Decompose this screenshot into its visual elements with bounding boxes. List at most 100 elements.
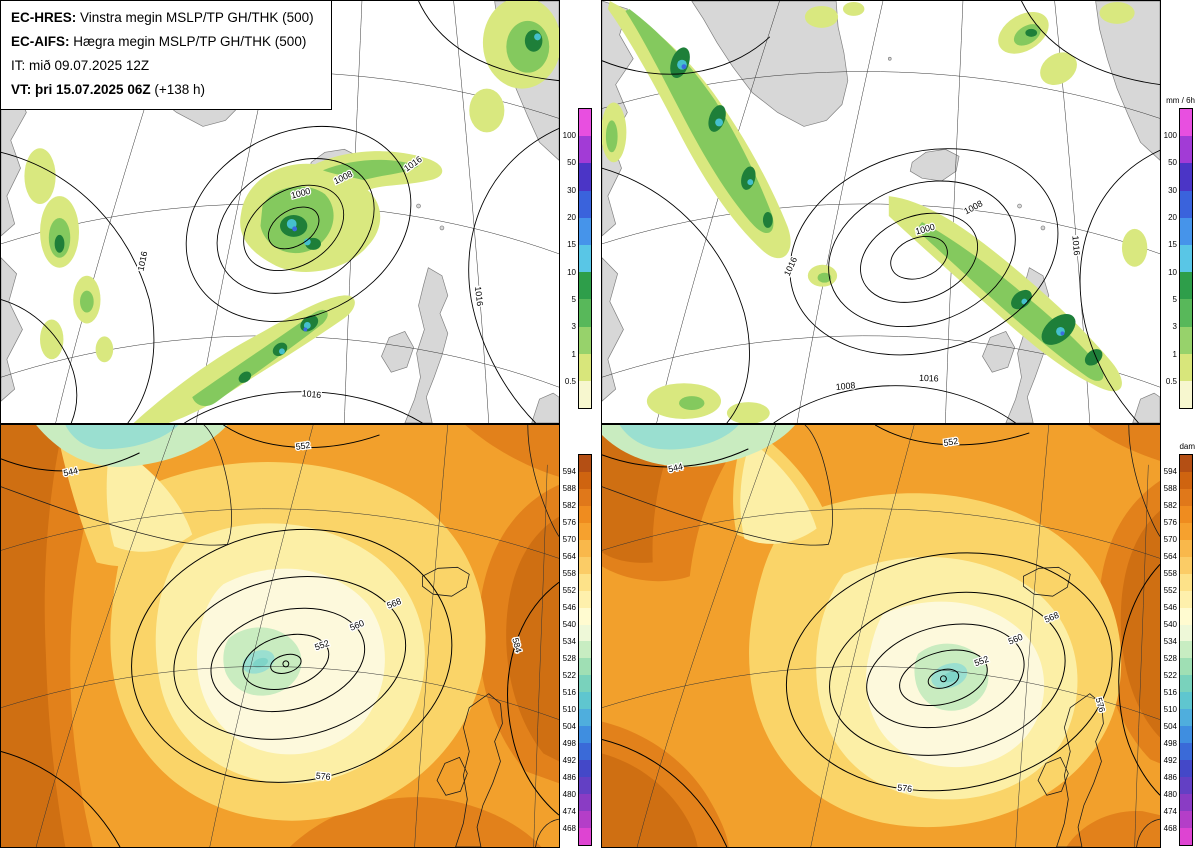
- colorbar-tick-label: 498: [1163, 739, 1177, 749]
- colorbar-scale: [578, 108, 592, 409]
- colorbar-tick-label: 594: [1163, 466, 1177, 476]
- colorbar-tick-label: 522: [562, 671, 576, 681]
- colorbar-tick-label: 510: [1163, 705, 1177, 715]
- colorbar-segment: [579, 299, 591, 327]
- thickness-colorbar-right: 594 588 582 576 570 564 558 552 546 540 534 528 522 5…: [1164, 442, 1195, 846]
- contour-label: 1016: [473, 286, 485, 307]
- colorbar-segment: [579, 455, 591, 472]
- colorbar-segment: [1180, 811, 1192, 828]
- colorbar-segment: [1180, 488, 1192, 506]
- model-label-aifs: EC-AIFS:: [11, 34, 70, 49]
- model-desc-aifs: Hægra megin MSLP/TP GH/THK (500): [69, 34, 307, 49]
- colorbar-tick-label: 100: [1163, 130, 1177, 140]
- colorbar-segment: [579, 590, 591, 608]
- colorbar-segment: [1180, 136, 1192, 164]
- contour-label: 1016: [301, 388, 322, 400]
- contour-label: 1016: [919, 373, 939, 384]
- colorbar-segment: [579, 726, 591, 744]
- precip-colorbar-left: 100 50 30 20 15 10 5 3 1 0.5: [563, 108, 592, 409]
- colorbar-tick-label: 516: [1163, 688, 1177, 698]
- colorbar-segment: [1180, 624, 1192, 642]
- aifs-thk-svg: 552 560 568 576 552 544 576: [601, 424, 1161, 848]
- colorbar-segment: [579, 743, 591, 761]
- colorbar-scale: [1179, 108, 1193, 409]
- valid-time-bold: VT: þri 15.07.2025 06Z: [11, 82, 151, 97]
- colorbar-segment: [579, 217, 591, 245]
- colorbar-segment: [1180, 641, 1192, 659]
- precip-level-5: [292, 226, 308, 332]
- colorbar-tick-label: 552: [1163, 585, 1177, 595]
- colorbar-segment: [1180, 726, 1192, 744]
- panel-aifs-thk: 552 560 568 576 552 544 576 594 588 582 576…: [601, 424, 1200, 848]
- colorbar-tick-label: 504: [1163, 722, 1177, 732]
- colorbar-tick-label: 546: [1163, 602, 1177, 612]
- colorbar-segment: [1180, 471, 1192, 489]
- colorbar-tick-label: 480: [1163, 790, 1177, 800]
- colorbar-segment: [579, 624, 591, 642]
- colorbar-tick-label: 510: [562, 705, 576, 715]
- colorbar-segment: [1180, 272, 1192, 300]
- colorbar-tick-label: 0.5: [564, 377, 576, 387]
- colorbar-tick-label: 558: [1163, 568, 1177, 578]
- colorbar-segment: [579, 326, 591, 354]
- colorbar-tick-label: 5: [1172, 295, 1177, 305]
- colorbar-segment: [579, 109, 591, 137]
- colorbar-tick-label: 10: [567, 267, 576, 277]
- colorbar-tick-label: 100: [562, 130, 576, 140]
- thickness-colorbar-left: 594 588 582 576 570 564 558 552 546 540 534 528 522 5…: [563, 454, 592, 846]
- colorbar-segment: [1180, 505, 1192, 523]
- colorbar-tick-label: 570: [1163, 534, 1177, 544]
- colorbar-segment: [1180, 777, 1192, 795]
- thk-band-deep-orange: [602, 425, 1160, 847]
- colorbar-scale: [1179, 454, 1193, 846]
- colorbar-segment: [1180, 794, 1192, 812]
- colorbar-tick-label: 468: [1163, 824, 1177, 834]
- colorbar-tick-label: 30: [567, 185, 576, 195]
- colorbar-tick-label: 492: [1163, 756, 1177, 766]
- precip-level-3: [670, 28, 1103, 366]
- aifs-mslp-map: 1000 1008 1016 1016 1008 1016: [601, 0, 1161, 424]
- colorbar-segment: [579, 658, 591, 676]
- model-desc-hres: Vinstra megin MSLP/TP GH/THK (500): [76, 10, 314, 25]
- contour-label: 552: [295, 440, 311, 452]
- thickness-contours: [602, 425, 1160, 847]
- colorbar-segment: [1180, 692, 1192, 710]
- colorbar-segment: [579, 244, 591, 273]
- isobar-contours: [1, 1, 559, 423]
- contour-label: 544: [62, 465, 78, 478]
- colorbar-tick-label: 15: [1168, 240, 1177, 250]
- colorbar-segment: [1180, 244, 1192, 273]
- colorbar-tick-label: 474: [1163, 807, 1177, 817]
- contour-label: 1016: [1070, 235, 1082, 256]
- colorbar-tick-label: 468: [562, 824, 576, 834]
- colorbar-segment: [579, 794, 591, 812]
- colorbar-tick-label: 1: [571, 349, 576, 359]
- colorbar-segment: [1180, 455, 1192, 472]
- colorbar-segment: [579, 811, 591, 828]
- colorbar-scale: [578, 454, 592, 846]
- panel-aifs-mslp: 1000 1008 1016 1016 1008 1016 100 50 30 20 1…: [601, 0, 1200, 424]
- colorbar-segment: [1180, 353, 1192, 381]
- colorbar-segment: [1180, 709, 1192, 727]
- colorbar-unit-label: dam: [1179, 442, 1195, 451]
- colorbar-tick-label: 528: [1163, 654, 1177, 664]
- colorbar-tick-label: 558: [562, 568, 576, 578]
- colorbar-segment: [1180, 299, 1192, 327]
- colorbar-segment: [1180, 380, 1192, 409]
- colorbar-segment: [579, 777, 591, 795]
- precip-level-5: [681, 64, 1065, 336]
- colorbar-tick-label: 474: [562, 807, 576, 817]
- colorbar-segment: [579, 709, 591, 727]
- colorbar-segment: [1180, 827, 1192, 845]
- colorbar-segment: [1180, 675, 1192, 693]
- aifs-thk-map: 552 560 568 576 552 544 576: [601, 424, 1161, 848]
- colorbar-tick-label: 504: [562, 722, 576, 732]
- colorbar-segment: [1180, 522, 1192, 540]
- valid-time-offset: (+138 h): [150, 82, 206, 97]
- colorbar-segment: [579, 380, 591, 409]
- colorbar-segment: [579, 505, 591, 523]
- colorbar-segment: [579, 488, 591, 506]
- colorbar-tick-label: 582: [562, 500, 576, 510]
- colorbar-segment: [579, 136, 591, 164]
- colorbar-tick-label: 522: [1163, 671, 1177, 681]
